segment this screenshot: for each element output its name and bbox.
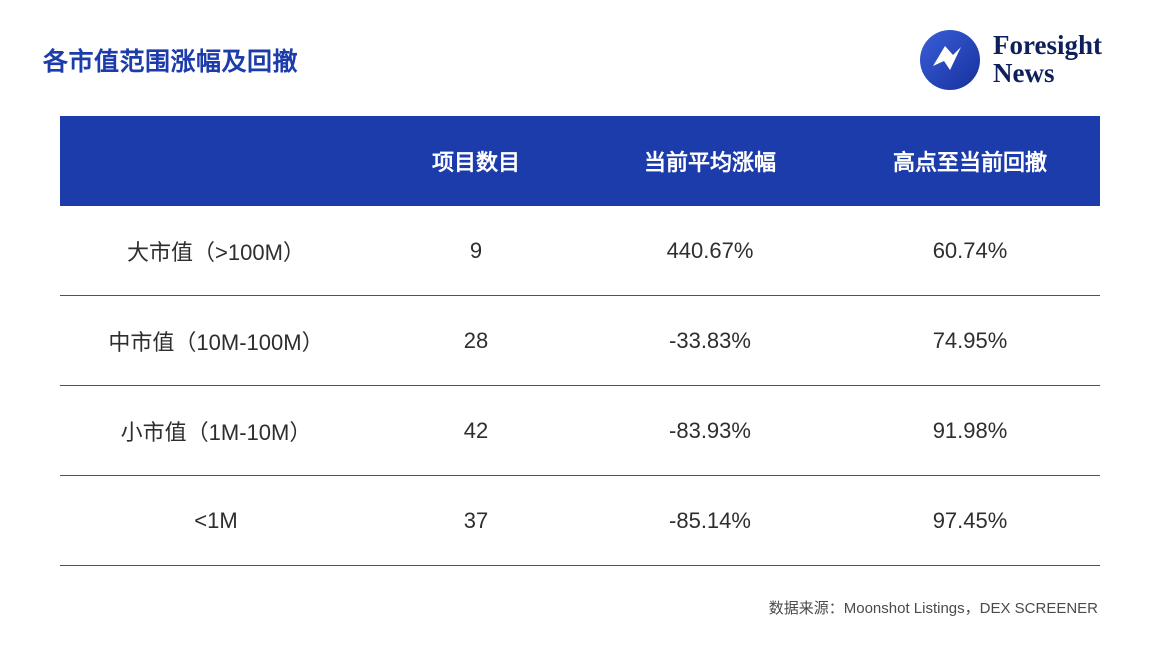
cell-avg-gain: -33.83%	[669, 327, 751, 353]
cell-drawdown: 91.98%	[932, 417, 1008, 443]
top-bar: 各市值范围涨幅及回撤 Foresight News	[0, 0, 1152, 90]
table-row: 大市值（>100M） 9 440.67% 60.74%	[60, 206, 1100, 296]
cell-drawdown: 97.45%	[932, 507, 1008, 533]
table-row: <1M 37 -85.14% 97.45%	[60, 476, 1100, 566]
table-header-row: 项目数目 当前平均涨幅 高点至当前回撤	[60, 116, 1100, 206]
cell-count: 37	[463, 507, 489, 533]
row-label: 中市值（10M-100M）	[108, 329, 324, 355]
logo-word-foresight: Foresight	[993, 30, 1102, 61]
market-cap-table: 项目数目 当前平均涨幅 高点至当前回撤 大市值（>100M） 9 440.67%…	[60, 116, 1100, 566]
table-row: 中市值（10M-100M） 28 -33.83% 74.95%	[60, 296, 1100, 386]
header-cell-count: 项目数目	[431, 150, 520, 175]
foresight-news-logo: Foresight News	[920, 30, 1102, 90]
page-title: 各市值范围涨幅及回撤	[43, 48, 299, 76]
row-label: <1M	[194, 507, 238, 533]
row-label: 大市值（>100M）	[127, 239, 305, 265]
cell-count: 28	[463, 327, 489, 353]
cell-drawdown: 74.95%	[932, 327, 1008, 353]
cell-count: 42	[463, 417, 489, 443]
row-label: 小市值（1M-10M）	[120, 419, 312, 445]
foresight-logo-icon	[920, 30, 980, 90]
logo-word-news: News	[993, 58, 1055, 88]
foresight-logo-text: Foresight News	[993, 32, 1102, 87]
cell-drawdown: 60.74%	[932, 237, 1008, 263]
cell-avg-gain: -83.93%	[669, 417, 751, 443]
table-row: 小市值（1M-10M） 42 -83.93% 91.98%	[60, 386, 1100, 476]
header-cell-avg-gain: 当前平均涨幅	[643, 150, 776, 175]
data-source-note: 数据来源：Moonshot Listings，DEX SCREENER	[768, 600, 1098, 617]
cell-avg-gain: -85.14%	[669, 507, 751, 533]
header-cell-drawdown: 高点至当前回撤	[892, 150, 1047, 175]
cell-count: 9	[469, 237, 483, 263]
cell-avg-gain: 440.67%	[666, 237, 754, 263]
